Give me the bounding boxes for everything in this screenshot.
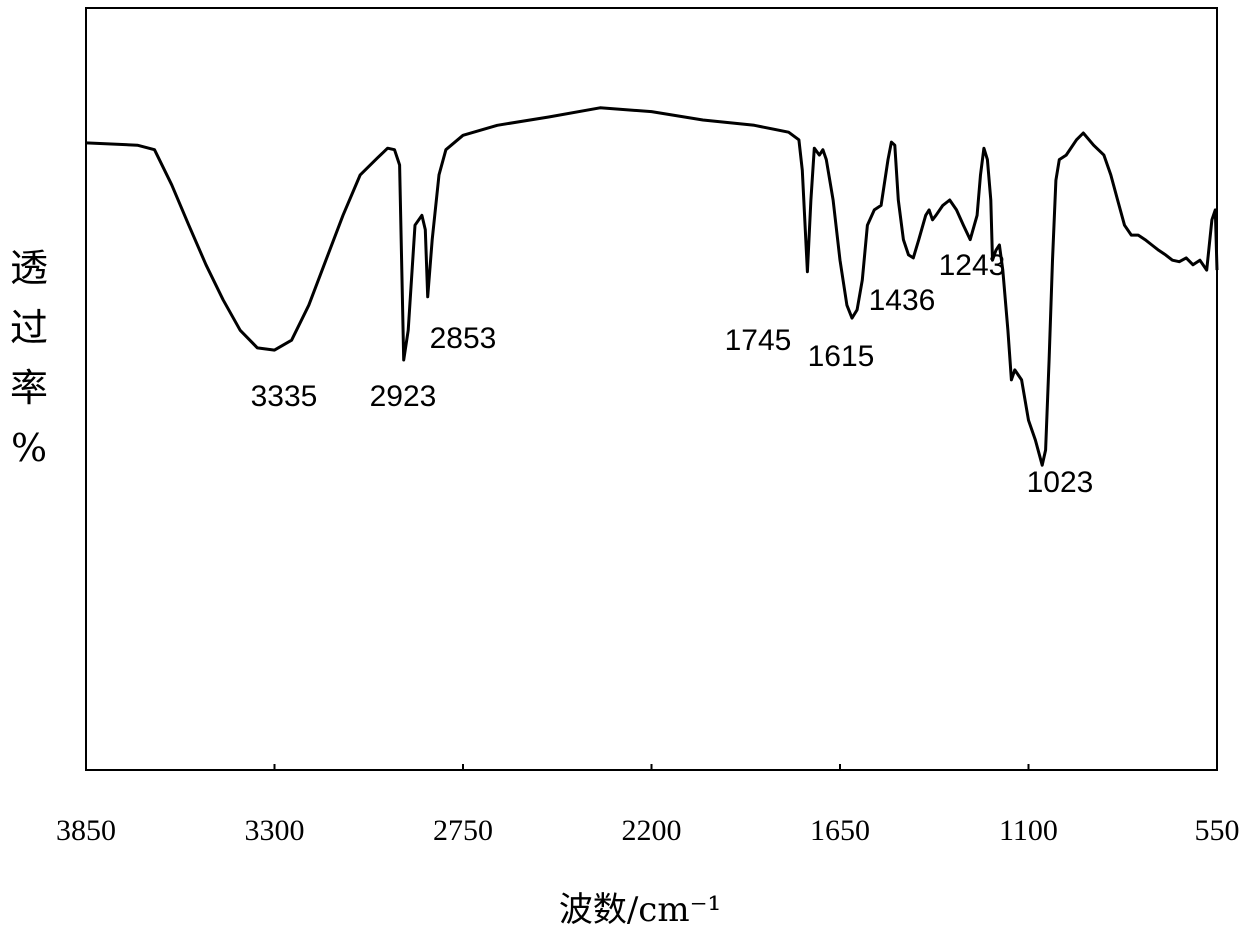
- x-tick-label: 2750: [433, 814, 493, 847]
- x-axis-label: 波数/cm⁻¹: [559, 890, 721, 930]
- peak-label: 1243: [939, 249, 1006, 282]
- peak-label: 1615: [808, 340, 875, 373]
- peak-label: 2923: [370, 380, 437, 413]
- peak-label: 1436: [869, 284, 936, 317]
- x-tick-label: 1100: [999, 814, 1058, 847]
- x-tick-label: 2200: [622, 814, 682, 847]
- x-tick-label: 1650: [810, 814, 870, 847]
- spectrum-line: [85, 106, 1219, 467]
- x-tick-label: 550: [1195, 814, 1240, 847]
- x-tick-label: 3300: [245, 814, 305, 847]
- peak-label: 1023: [1027, 466, 1094, 499]
- peak-label: 1745: [725, 324, 792, 357]
- peak-label: 2853: [430, 322, 497, 355]
- x-tick-label: 3850: [56, 814, 116, 847]
- peak-label: 3335: [251, 380, 318, 413]
- y-axis-label: 透过率%: [9, 246, 48, 470]
